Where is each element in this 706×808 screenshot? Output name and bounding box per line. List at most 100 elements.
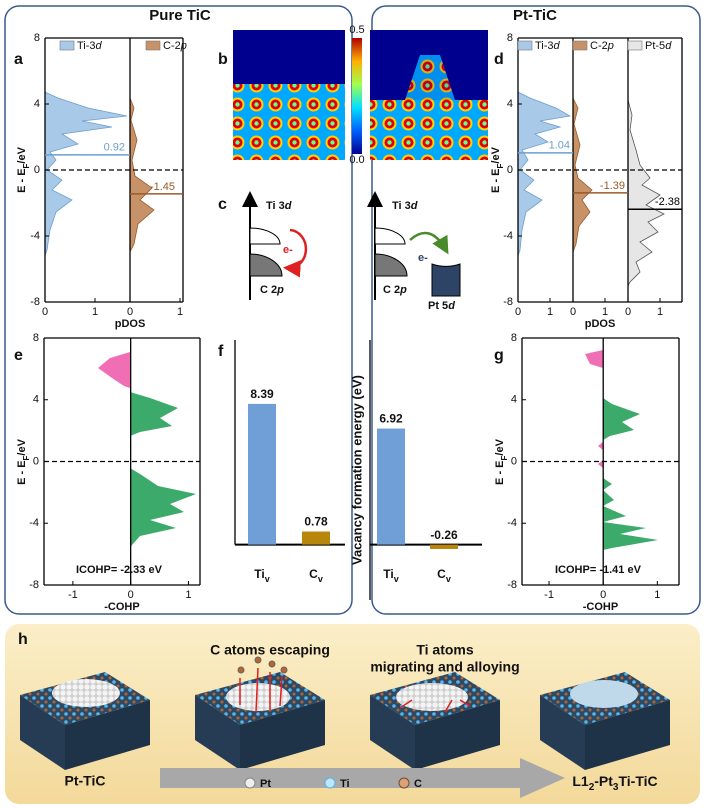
panel-label: e: [14, 347, 23, 364]
label-part: E - E: [16, 168, 28, 192]
x-tick-label: Tiv: [383, 567, 398, 584]
label-part: /eV: [16, 146, 28, 163]
label-part: C: [309, 567, 318, 581]
band-label: Ti 3d: [392, 200, 418, 212]
legend-swatch: [59, 40, 75, 51]
label-part: Ti: [383, 567, 393, 581]
icohp-label: ICOHP= -1.41 eV: [555, 564, 642, 576]
x-axis-label: -COHP: [583, 601, 618, 613]
x-tick-label: Tiv: [254, 567, 269, 584]
label-part: C: [437, 567, 446, 581]
y-tick-label: 8: [511, 332, 517, 344]
legend-label: C-2p: [163, 40, 187, 52]
label-part: d: [665, 40, 672, 52]
level-label: -2.38: [655, 196, 680, 208]
level-label: -1.45: [150, 181, 175, 193]
legend-label: Ti-3d: [535, 40, 561, 52]
x-tick-label: -1: [544, 589, 554, 601]
title: Pure TiC: [149, 7, 211, 24]
x-tick-label: 0: [570, 306, 576, 318]
y-axis-label: E - EF/eV: [494, 438, 509, 485]
x-tick-label: 0: [42, 306, 48, 318]
colorbar-label: 0.5: [349, 24, 364, 36]
slab-scene: [20, 656, 670, 798]
step-label: C atoms escaping: [210, 642, 330, 658]
level-label: 0.92: [104, 142, 125, 154]
step-label: Ti atoms: [416, 642, 474, 658]
y-tick-label: 4: [511, 394, 517, 406]
legend-label: Pt-5d: [645, 40, 672, 52]
label-part: v: [446, 574, 451, 584]
step-label: migrating and alloying: [370, 659, 519, 675]
x-tick-label: -1: [68, 589, 78, 601]
y-tick-label: 4: [507, 98, 513, 110]
x-tick-label: 1: [602, 306, 608, 318]
label-part: d: [96, 40, 103, 52]
structure-label: Pt-TiC: [65, 773, 106, 789]
label-part: F: [496, 163, 505, 168]
label-part: C-2: [163, 40, 181, 52]
bar-value: 6.92: [379, 412, 403, 426]
legend-swatch: [517, 40, 533, 51]
label-part: Ti-3: [535, 40, 554, 52]
label-part: v: [394, 574, 399, 584]
x-tick-label: 1: [657, 306, 663, 318]
legend-label: C-2p: [590, 40, 614, 52]
electron: e-: [283, 244, 293, 256]
label-part: p: [180, 40, 187, 52]
y-axis-label: E - EF/eV: [16, 146, 31, 193]
label-part: Ti-3: [77, 40, 96, 52]
x-tick-label: 1: [654, 589, 660, 601]
panel-h-bg: [5, 624, 700, 804]
panel-label: h: [18, 631, 28, 648]
label-part: p: [607, 40, 614, 52]
label-part: E - E: [16, 460, 28, 484]
level-label: 1.04: [549, 140, 570, 152]
title: Pt-TiC: [513, 7, 557, 24]
panel-label: f: [218, 343, 224, 360]
x-axis-label: pDOS: [115, 318, 146, 330]
band-label: C 2p: [383, 284, 407, 296]
charge-map: [405, 55, 455, 100]
label-part: v: [318, 574, 323, 584]
label-part: F: [500, 455, 509, 460]
y-tick-label: -4: [507, 517, 517, 529]
label-part: /eV: [16, 438, 28, 455]
colorbar-label: 0.0: [349, 154, 364, 166]
structure-label: L12-Pt3Ti-TiC: [572, 773, 657, 793]
y-tick-label: 4: [33, 394, 39, 406]
legend-swatch: [145, 40, 161, 51]
y-tick-label: -8: [30, 296, 40, 308]
bar-value: -0.26: [430, 528, 458, 542]
x-tick-label: Cv: [309, 567, 323, 584]
level-label: -1.39: [600, 180, 625, 192]
bar-value: 0.78: [304, 515, 328, 529]
y-tick-label: -4: [503, 230, 513, 242]
legend-label: Pt: [260, 778, 271, 790]
y-axis-label: E - EF/eV: [490, 146, 505, 193]
y-tick-label: -8: [507, 579, 517, 591]
y-tick-label: 4: [34, 98, 40, 110]
label-part: F: [22, 455, 31, 460]
x-tick-label: Cv: [437, 567, 451, 584]
x-tick-label: 0: [625, 306, 631, 318]
charge-map: [233, 84, 345, 160]
bar: [430, 544, 458, 549]
label-part: Pt-5: [645, 40, 665, 52]
panel-label: g: [494, 347, 504, 364]
y-tick-label: -8: [503, 296, 513, 308]
band-diagram: [242, 191, 461, 300]
panel-label: c: [218, 196, 227, 213]
label-part: /eV: [490, 146, 502, 163]
label-part: C-2: [590, 40, 608, 52]
y-tick-label: 8: [507, 32, 513, 44]
bar: [248, 403, 276, 545]
y-tick-label: 0: [511, 455, 517, 467]
frame: [371, 5, 701, 615]
bar: [302, 531, 330, 545]
y-tick-label: -8: [29, 579, 39, 591]
band-label: Ti 3d: [266, 200, 292, 212]
panel-label: b: [218, 51, 228, 68]
charge-map: [370, 100, 488, 160]
x-tick-label: 0: [127, 306, 133, 318]
